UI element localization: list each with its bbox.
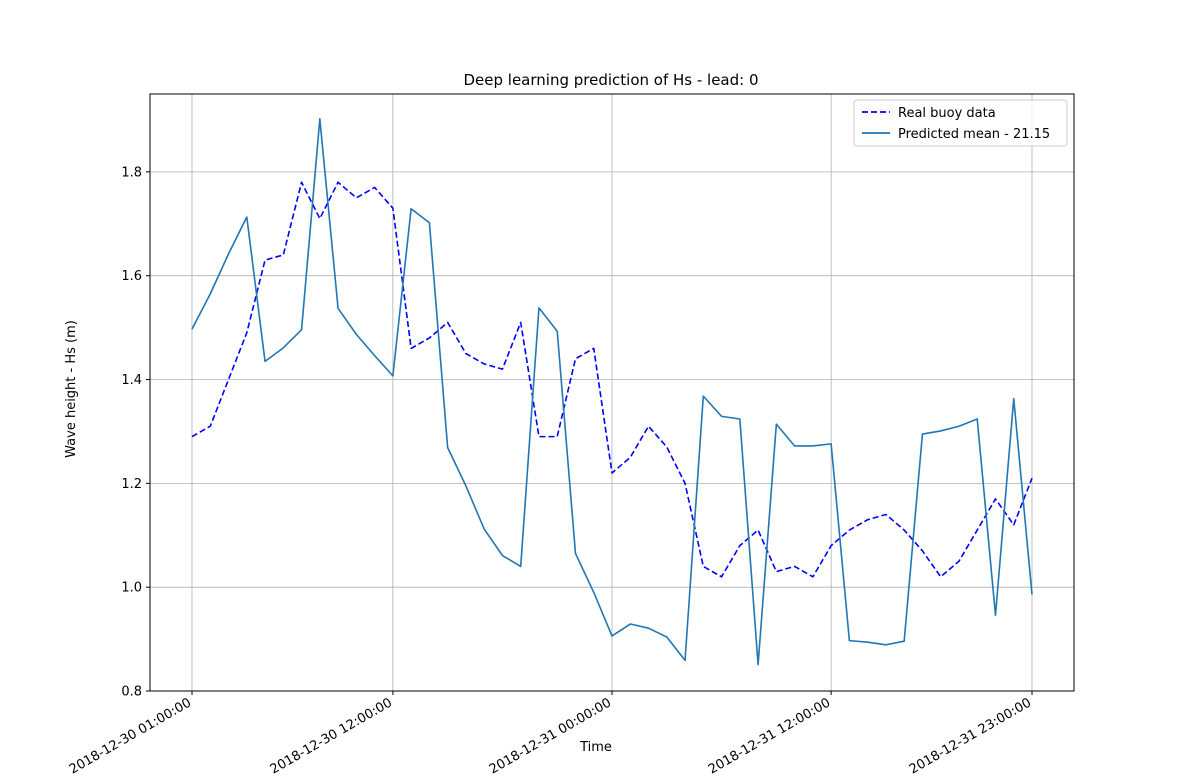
legend-box [853,99,1068,147]
y-tick-label: 1.2 [121,477,142,492]
x-axis: 2018-12-30 01:00:00 2018-12-30 12:00:00 20… [67,691,1034,778]
y-tick-label: 0.8 [121,685,142,700]
y-tick-label: 1.4 [121,373,142,388]
x-tick-label: 2018-12-31 12:00:00 [706,695,833,777]
series-lines [191,118,1033,666]
legend-label-real: Real buoy data [898,106,996,121]
y-tick-label: 1.8 [121,165,142,180]
y-axis: 0.8 1.0 1.2 1.4 1.6 1.8 [121,165,150,700]
series-line-predicted-mean [191,118,1033,666]
y-tick-label: 1.6 [121,269,142,284]
x-tick-label: 2018-12-30 12:00:00 [268,695,395,777]
legend: Real buoy data Predicted mean - 21.15 [853,99,1068,147]
y-tick-label: 1.0 [121,581,142,596]
x-tick-label: 2018-12-30 01:00:00 [67,695,194,777]
y-axis-label: Wave height - Hs (m) [64,320,79,458]
x-tick-label: 2018-12-31 00:00:00 [487,695,614,777]
x-tick-label: 2018-12-31 23:00:00 [907,695,1034,777]
grid [150,94,1074,692]
series-line-real-buoy [191,181,1033,578]
x-axis-label: Time [579,740,612,755]
legend-label-predicted: Predicted mean - 21.15 [898,127,1050,142]
chart-title: Deep learning prediction of Hs - lead: 0 [463,71,758,89]
